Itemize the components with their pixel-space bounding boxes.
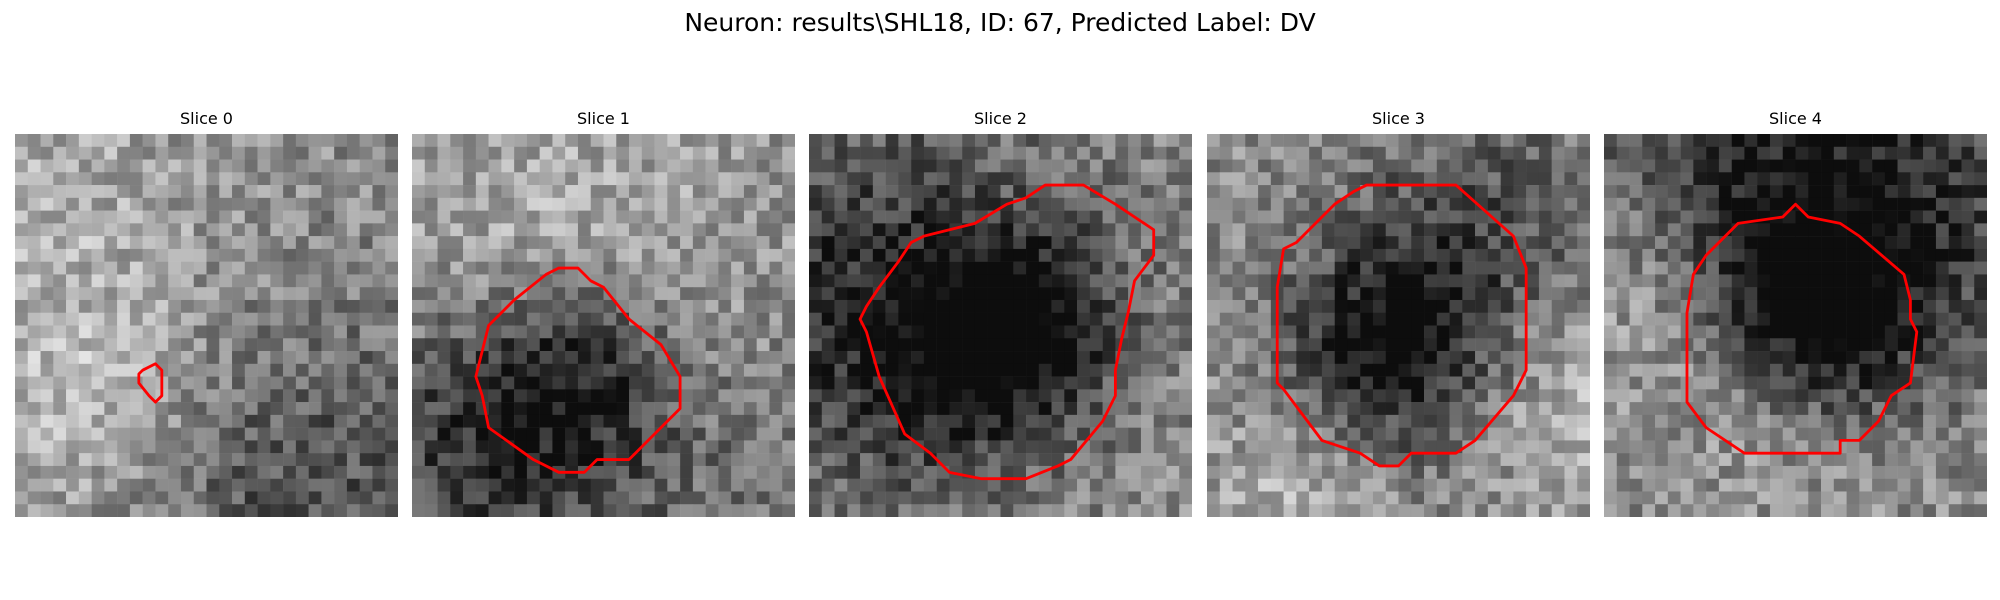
slice-panel-0: Slice 0 xyxy=(15,107,398,517)
slice-title-2: Slice 2 xyxy=(974,109,1027,128)
roi-contour-4 xyxy=(1685,202,1919,455)
roi-contour-1 xyxy=(474,266,682,474)
slice-title-1: Slice 1 xyxy=(577,109,630,128)
slice-title-4: Slice 4 xyxy=(1769,109,1822,128)
figure-title: Neuron: results\SHL18, ID: 67, Predicted… xyxy=(684,8,1316,37)
slice-image-0 xyxy=(15,134,398,517)
slice-image-1 xyxy=(412,134,795,517)
slice-title-0: Slice 0 xyxy=(180,109,233,128)
slice-title-3: Slice 3 xyxy=(1372,109,1425,128)
slice-panel-2: Slice 2 xyxy=(809,107,1192,517)
slice-image-4 xyxy=(1604,134,1987,517)
slice-panel-3: Slice 3 xyxy=(1207,107,1590,517)
slice-image-2 xyxy=(809,134,1192,517)
roi-contour-2 xyxy=(858,183,1156,481)
roi-contour-3 xyxy=(1275,183,1528,468)
slice-panel-4: Slice 4 xyxy=(1604,107,1987,517)
roi-contour-0 xyxy=(137,362,164,404)
slice-panel-1: Slice 1 xyxy=(412,107,795,517)
slice-image-3 xyxy=(1207,134,1590,517)
